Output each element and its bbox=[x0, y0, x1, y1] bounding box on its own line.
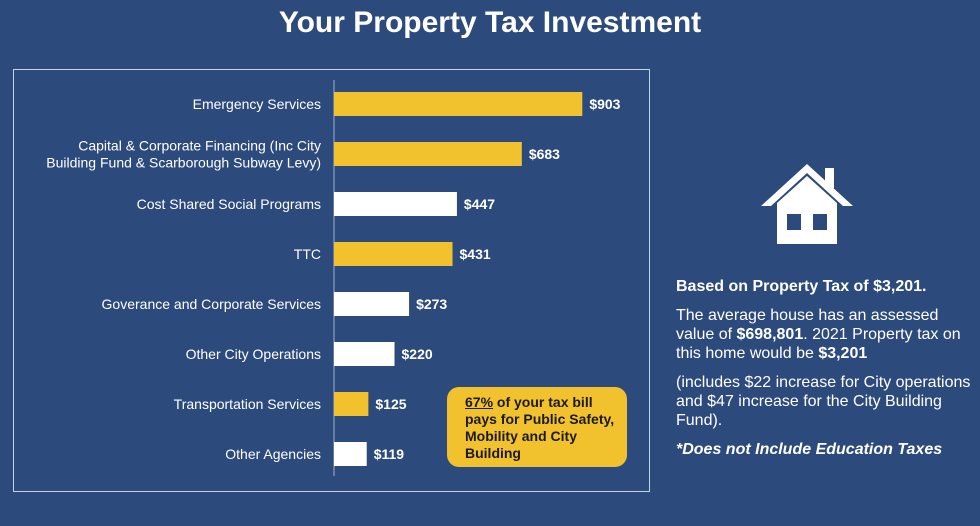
bar bbox=[334, 92, 583, 116]
education-note: *Does not Include Education Taxes bbox=[676, 441, 943, 458]
category-label-line: Other City Operations bbox=[186, 346, 321, 362]
bar bbox=[334, 292, 410, 316]
category-label: Other City Operations bbox=[186, 346, 321, 362]
category-label-line: Goverance and Corporate Services bbox=[102, 296, 321, 312]
avg-pre: The average house has an assessed value … bbox=[676, 307, 939, 343]
category-label: Cost Shared Social Programs bbox=[137, 196, 321, 212]
page-title: Your Property Tax Investment bbox=[278, 6, 702, 39]
category-label-line: Building Fund & Scarborough Subway Levy) bbox=[46, 155, 321, 171]
value-label: $273 bbox=[416, 296, 447, 312]
value-label: $447 bbox=[464, 196, 495, 212]
category-label-line: Capital & Corporate Financing (Inc City bbox=[78, 138, 321, 154]
category-label: Other Agencies bbox=[225, 446, 321, 462]
category-label: TTC bbox=[294, 246, 321, 262]
value-label: $220 bbox=[402, 346, 433, 362]
bar-chart: Emergency Services $903 Capital & Corporat… bbox=[46, 80, 621, 476]
category-label: Emergency Services bbox=[193, 96, 321, 112]
category-label: Capital & Corporate Financing (Inc City B… bbox=[46, 138, 321, 171]
includes-text: (includes $22 increase for City operatio… bbox=[676, 374, 971, 429]
category-label-line: TTC bbox=[294, 246, 321, 262]
avg-tax: $3,201 bbox=[818, 345, 868, 362]
avg-value: $698,801 bbox=[736, 326, 804, 343]
bar bbox=[334, 242, 453, 266]
callout-box: 67% of your tax bill pays for Public Saf… bbox=[447, 387, 627, 467]
callout-text: of your tax bill pays for Public Safety,… bbox=[465, 394, 615, 461]
avg-mid: . 2021 Property tax on this home would b… bbox=[676, 326, 961, 362]
value-label: $683 bbox=[529, 146, 560, 162]
info-panel: Based on Property Tax of $3,201. The ave… bbox=[676, 277, 976, 469]
tax-basis-text: Based on Property Tax of $3,201. bbox=[676, 278, 927, 295]
value-label: $903 bbox=[589, 96, 620, 112]
bar bbox=[334, 342, 395, 366]
value-label: $125 bbox=[375, 396, 406, 412]
category-label: Transportation Services bbox=[174, 396, 321, 412]
category-label-line: Cost Shared Social Programs bbox=[137, 196, 321, 212]
value-label: $119 bbox=[374, 446, 405, 462]
bar bbox=[334, 192, 457, 216]
average-house-text: The average house has an assessed value … bbox=[676, 306, 976, 363]
category-label-line: Emergency Services bbox=[193, 96, 321, 112]
bar bbox=[334, 392, 369, 416]
bar bbox=[334, 442, 367, 466]
category-label-line: Transportation Services bbox=[174, 396, 321, 412]
category-label-line: Other Agencies bbox=[225, 446, 321, 462]
house-icon bbox=[761, 164, 853, 244]
value-label: $431 bbox=[460, 246, 491, 262]
callout-percent: 67% bbox=[465, 394, 494, 410]
chart-panel: Emergency Services $903 Capital & Corporat… bbox=[13, 69, 650, 492]
bar bbox=[334, 142, 522, 166]
category-label: Goverance and Corporate Services bbox=[102, 296, 321, 312]
